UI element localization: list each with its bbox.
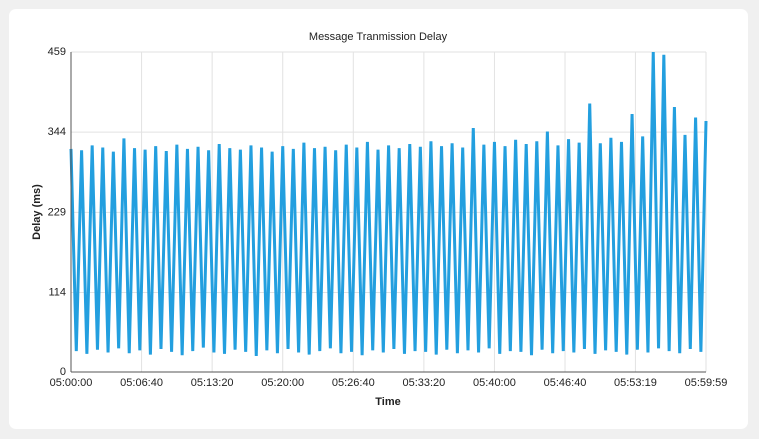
x-tick-label: 05:40:00	[473, 377, 516, 389]
x-tick-label: 05:59:59	[685, 377, 728, 389]
y-tick-label: 344	[48, 126, 66, 138]
x-tick-label: 05:13:20	[191, 377, 234, 389]
x-axis-label: Time	[375, 396, 400, 408]
x-tick-label: 05:46:40	[544, 377, 587, 389]
x-tick-label: 05:33:20	[402, 377, 445, 389]
y-tick-label: 0	[60, 366, 66, 378]
x-tick-label: 05:06:40	[120, 377, 163, 389]
y-axis-label: Delay (ms)	[31, 184, 43, 240]
y-tick-label: 229	[48, 206, 66, 218]
x-tick-label: 05:20:00	[261, 377, 304, 389]
x-tick-label: 05:53:19	[614, 377, 657, 389]
x-tick-label: 05:00:00	[50, 377, 93, 389]
chart-title: Message Tranmission Delay	[309, 31, 448, 43]
y-tick-label: 114	[48, 286, 66, 298]
data-line	[69, 51, 708, 357]
y-tick-label: 459	[48, 46, 66, 58]
x-tick-label: 05:26:40	[332, 377, 375, 389]
